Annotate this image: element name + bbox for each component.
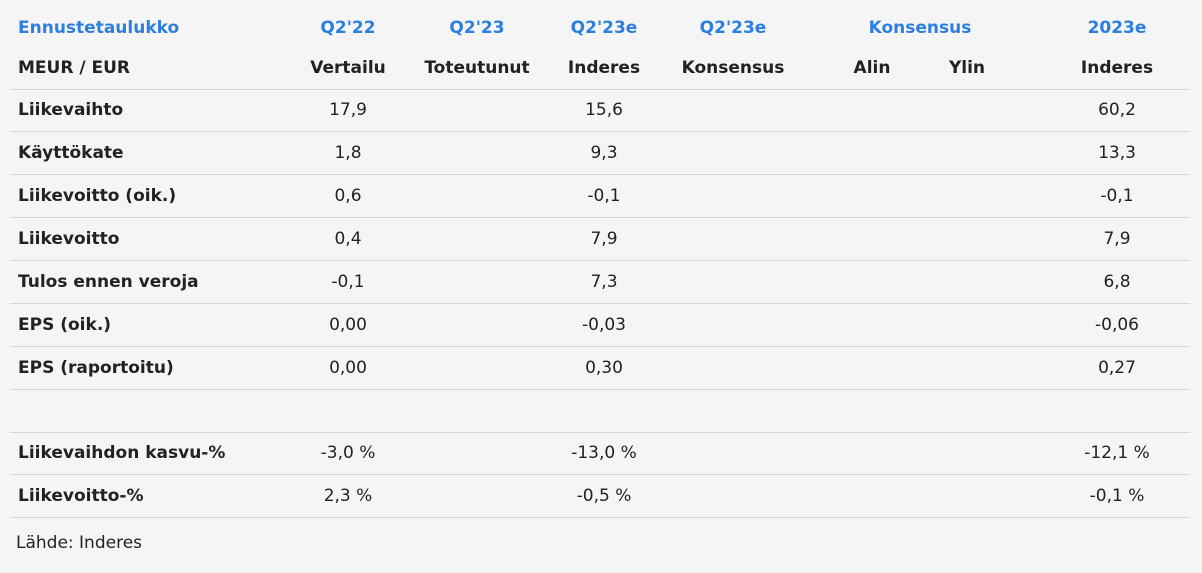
row-divider bbox=[10, 517, 1190, 518]
row-label: Liikevaihdon kasvu-% bbox=[18, 443, 226, 463]
header-cell: Inderes bbox=[567, 58, 641, 78]
header-cell: 2023e bbox=[1087, 18, 1147, 38]
cell-value: 9,3 bbox=[590, 143, 618, 163]
header-cell: Q2'23e bbox=[570, 18, 638, 38]
cell-value: 7,9 bbox=[590, 229, 618, 249]
row-label: EPS (raportoitu) bbox=[18, 358, 174, 378]
header-cell: Q2'23e bbox=[699, 18, 767, 38]
row-divider bbox=[10, 474, 1190, 475]
cell-value: -13,0 % bbox=[571, 443, 637, 463]
row-label: Liikevoitto-% bbox=[18, 486, 144, 506]
header-cell: Q2'23 bbox=[449, 18, 505, 38]
header-cell: Konsensus bbox=[681, 58, 785, 78]
cell-value: 15,6 bbox=[585, 100, 623, 120]
cell-value: -0,5 % bbox=[576, 486, 632, 506]
cell-value: -0,1 % bbox=[1089, 486, 1145, 506]
cell-value: 1,8 bbox=[334, 143, 362, 163]
source-note: Lähde: Inderes bbox=[16, 533, 143, 553]
row-label: Käyttökate bbox=[18, 143, 124, 163]
row-label: Liikevoitto (oik.) bbox=[18, 186, 177, 206]
cell-value: 2,3 % bbox=[323, 486, 373, 506]
header-cell: Alin bbox=[853, 58, 891, 78]
cell-value: -0,06 bbox=[1095, 315, 1139, 335]
header-cell: Toteutunut bbox=[424, 58, 530, 78]
header-cell: Vertailu bbox=[310, 58, 386, 78]
row-divider bbox=[10, 174, 1190, 175]
row-divider bbox=[10, 432, 1190, 433]
cell-value: 0,30 bbox=[585, 358, 623, 378]
header-cell: Ylin bbox=[948, 58, 986, 78]
row-divider bbox=[10, 346, 1190, 347]
cell-value: 7,9 bbox=[1103, 229, 1131, 249]
row-divider bbox=[10, 260, 1190, 261]
header-cell: Ennustetaulukko bbox=[18, 18, 180, 38]
cell-value: -0,1 bbox=[587, 186, 621, 206]
row-divider bbox=[10, 217, 1190, 218]
row-divider bbox=[10, 389, 1190, 390]
header-cell: Konsensus bbox=[868, 18, 972, 38]
row-label: Liikevoitto bbox=[18, 229, 120, 249]
row-divider bbox=[10, 131, 1190, 132]
row-label: Liikevaihto bbox=[18, 100, 124, 120]
row-label: Tulos ennen veroja bbox=[18, 272, 199, 292]
cell-value: 0,00 bbox=[329, 315, 367, 335]
header-cell: MEUR / EUR bbox=[18, 58, 130, 78]
cell-value: -3,0 % bbox=[320, 443, 376, 463]
row-label: EPS (oik.) bbox=[18, 315, 112, 335]
cell-value: 0,00 bbox=[329, 358, 367, 378]
cell-value: -12,1 % bbox=[1084, 443, 1150, 463]
cell-value: -0,1 bbox=[1100, 186, 1134, 206]
cell-value: 0,6 bbox=[334, 186, 362, 206]
row-divider bbox=[10, 89, 1190, 90]
header-cell: Inderes bbox=[1080, 58, 1154, 78]
cell-value: 13,3 bbox=[1098, 143, 1136, 163]
cell-value: 0,4 bbox=[334, 229, 362, 249]
cell-value: -0,1 bbox=[331, 272, 365, 292]
header-cell: Q2'22 bbox=[320, 18, 376, 38]
cell-value: 6,8 bbox=[1103, 272, 1131, 292]
cell-value: 0,27 bbox=[1098, 358, 1136, 378]
cell-value: -0,03 bbox=[582, 315, 626, 335]
cell-value: 17,9 bbox=[329, 100, 367, 120]
cell-value: 7,3 bbox=[590, 272, 618, 292]
cell-value: 60,2 bbox=[1098, 100, 1136, 120]
row-divider bbox=[10, 303, 1190, 304]
